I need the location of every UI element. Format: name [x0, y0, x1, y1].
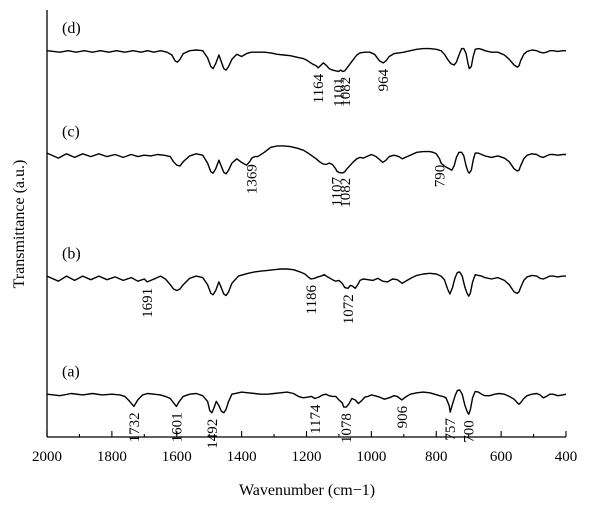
peak-label: 757 — [443, 418, 459, 441]
series-labels: (a) (b) (c) (d) — [62, 20, 81, 380]
peak-label: 1107 — [330, 177, 346, 207]
peak-label: 1078 — [339, 413, 355, 443]
series-line-b — [46, 268, 566, 297]
series-label: (b) — [62, 245, 81, 262]
series-curves — [46, 47, 567, 415]
peak-label: 1369 — [245, 164, 261, 194]
peak-label: 1492 — [205, 419, 221, 449]
series-label: (c) — [62, 124, 80, 141]
y-axis-label: Transmittance (a.u.) — [11, 160, 28, 289]
axes: 2000 1800 1600 1400 1200 1000 800 600 400 — [32, 10, 577, 465]
peak-label: 790 — [433, 165, 449, 188]
peak-label: 1732 — [127, 412, 143, 442]
series-line-d — [46, 47, 566, 73]
peak-label: 1082 — [338, 77, 354, 107]
peak-label: 1101 — [332, 78, 348, 107]
peak-label: 700 — [462, 420, 478, 443]
x-tick-label: 600 — [490, 449, 513, 465]
x-axis-label: Wavenumber (cm−1) — [239, 482, 375, 499]
x-tick-label: 1800 — [97, 449, 127, 465]
peak-labels: 1732 1601 1492 1174 1078 906 757 700 1691 1186 107… — [127, 68, 478, 448]
peak-label: 964 — [376, 68, 392, 91]
x-tick-label: 1000 — [356, 449, 386, 465]
peak-label: 1164 — [311, 73, 327, 103]
x-tick-label: 2000 — [32, 449, 62, 465]
x-axis-ticks: 2000 1800 1600 1400 1200 1000 800 600 400 — [32, 431, 577, 465]
peak-label: 1186 — [304, 285, 320, 315]
series-label: (a) — [62, 363, 80, 380]
peak-label: 1691 — [140, 288, 156, 318]
x-tick-label: 1400 — [227, 449, 257, 465]
peak-label: 906 — [395, 405, 411, 428]
x-tick-label: 1600 — [162, 449, 192, 465]
x-tick-label: 800 — [425, 449, 448, 465]
x-tick-label: 400 — [555, 449, 578, 465]
peak-label: 1601 — [169, 412, 185, 442]
series-line-a — [46, 389, 567, 415]
peak-label: 1174 — [308, 404, 324, 434]
series-label: (d) — [62, 20, 81, 37]
peak-label: 1082 — [338, 178, 354, 208]
x-tick-label: 1200 — [292, 449, 322, 465]
peak-label: 1072 — [341, 294, 357, 324]
series-line-c — [46, 145, 566, 175]
